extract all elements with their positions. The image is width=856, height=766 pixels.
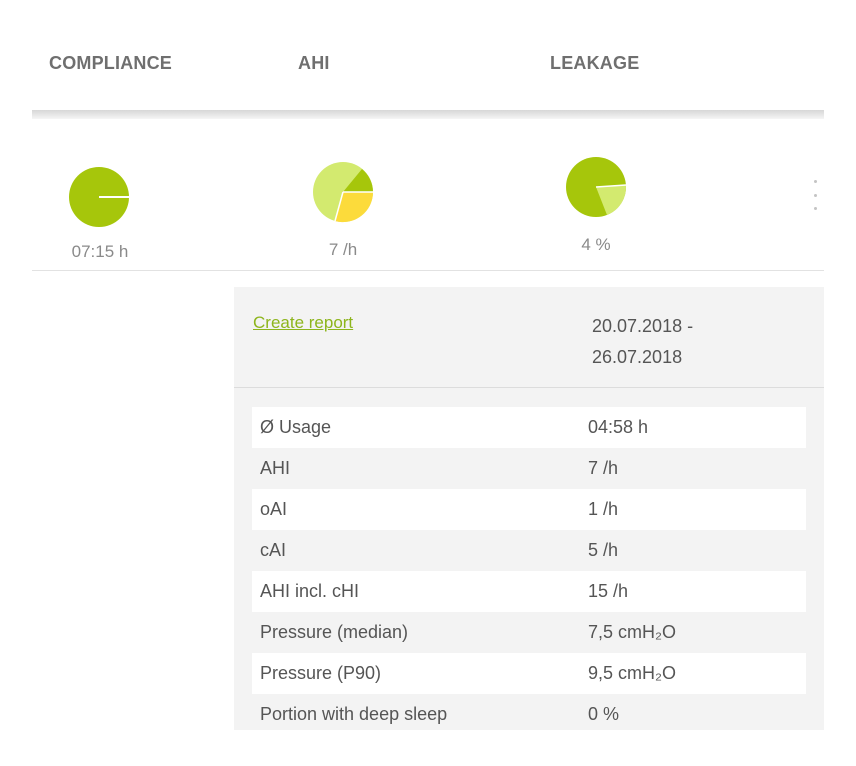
ahi-pie-slice-yellow: [335, 192, 374, 223]
date-range-start: 20.07.2018 -: [592, 316, 694, 336]
compliance-value: 07:15 h: [71, 242, 129, 261]
details-panel: Create report 20.07.2018 - 26.07.2018 Ø …: [234, 287, 824, 730]
stat-value: 5 /h: [588, 540, 619, 560]
stat-label: AHI incl. cHI: [260, 581, 360, 601]
stat-row-pressure-median: Pressure (median) 7,5 cmH₂O: [252, 612, 806, 653]
stat-label: Pressure (P90): [260, 663, 382, 683]
stat-value: 04:58 h: [588, 417, 649, 437]
stat-value: 0 %: [588, 704, 620, 724]
stat-value: 9,5 cmH₂O: [588, 663, 677, 683]
kebab-dot: [813, 207, 817, 210]
stat-value: 1 /h: [588, 499, 619, 519]
stat-label: Ø Usage: [260, 417, 332, 437]
stat-value: 7,5 cmH₂O: [588, 622, 677, 642]
stat-value: 15 /h: [588, 581, 629, 601]
leakage-pie-divider: [595, 184, 627, 188]
kebab-dot: [813, 193, 817, 197]
leakage-pie-chart: [566, 157, 627, 217]
leakage-pie-slice-light: [596, 185, 627, 215]
stat-row-cai: cAI 5 /h: [252, 530, 806, 571]
column-header-compliance[interactable]: COMPLIANCE: [49, 53, 172, 73]
kebab-dot: [813, 180, 817, 183]
stat-row-deep-sleep: Portion with deep sleep 0 %: [252, 694, 806, 735]
stat-value: 7 /h: [588, 458, 619, 478]
stats-table: Ø Usage 04:58 h AHI 7 /h oAI 1 /h cAI 5 …: [252, 407, 806, 735]
create-report-link[interactable]: Create report: [253, 313, 354, 332]
stat-row-oai: oAI 1 /h: [252, 489, 806, 530]
stat-row-ahi-incl-chi: AHI incl. cHI 15 /h: [252, 571, 806, 612]
header-divider: [32, 110, 824, 119]
stat-row-ahi: AHI 7 /h: [252, 448, 806, 489]
more-vertical-icon[interactable]: [809, 180, 821, 210]
stat-row-pressure-p90: Pressure (P90) 9,5 cmH₂O: [252, 653, 806, 694]
column-header-ahi[interactable]: AHI: [298, 53, 330, 73]
details-divider: [234, 387, 824, 388]
compliance-pie-chart: [69, 167, 129, 227]
stat-label: cAI: [260, 540, 287, 560]
ahi-pie-slice-green: [343, 169, 373, 192]
ahi-pie-chart: [313, 162, 374, 223]
stat-label: Pressure (median): [260, 622, 409, 642]
leakage-value: 4 %: [581, 235, 611, 254]
row-divider: [32, 270, 824, 271]
ahi-pie-divider: [334, 191, 344, 222]
stat-label: oAI: [260, 499, 288, 519]
stat-row-usage: Ø Usage 04:58 h: [252, 407, 806, 448]
stat-label: AHI: [260, 458, 291, 478]
stat-label: Portion with deep sleep: [260, 704, 448, 724]
ahi-value: 7 /h: [328, 240, 358, 259]
date-range-end: 26.07.2018: [592, 347, 683, 367]
column-header-leakage[interactable]: LEAKAGE: [550, 53, 640, 73]
date-range: 20.07.2018 - 26.07.2018: [592, 311, 693, 373]
